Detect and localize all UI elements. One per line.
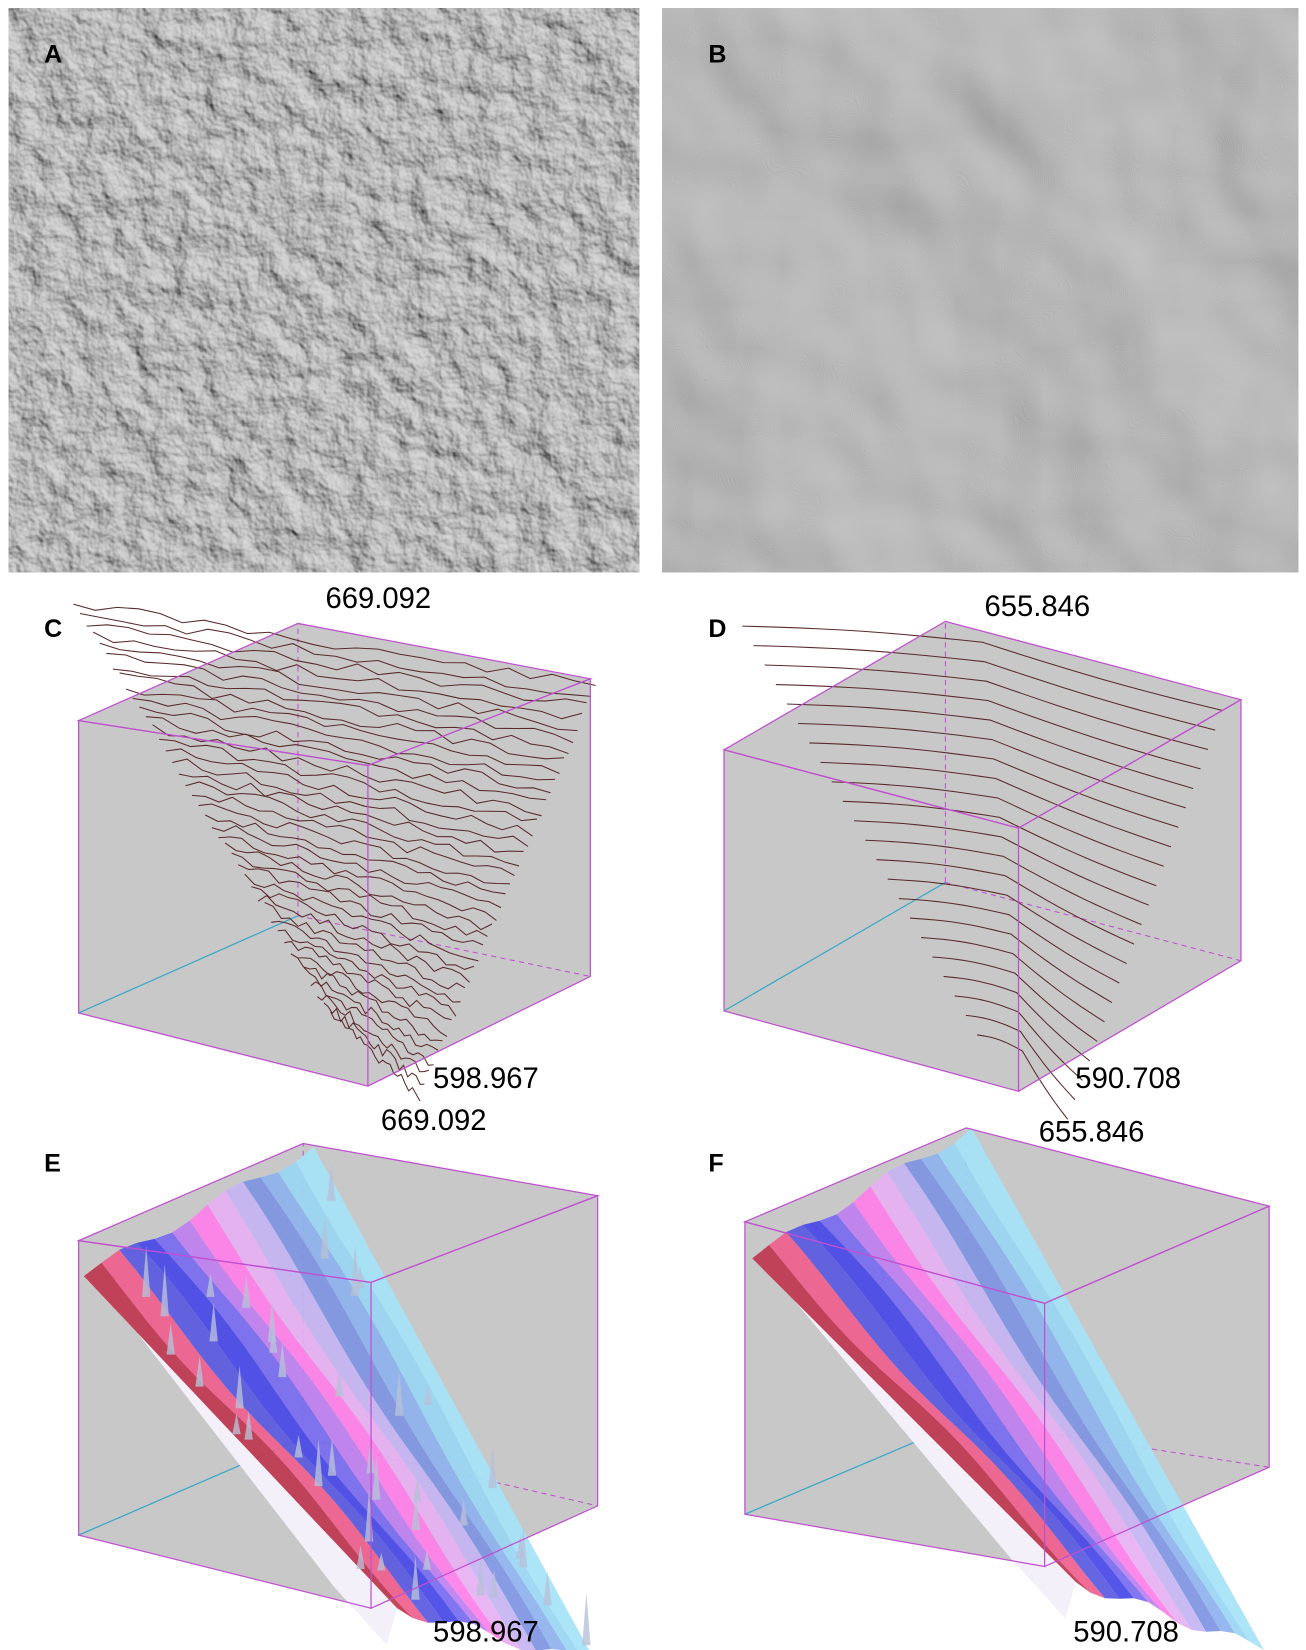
panel-label: E	[44, 1150, 61, 1178]
min-elevation: 590.708	[1075, 1063, 1181, 1095]
hillshade-a-relief	[9, 8, 640, 572]
hillshade-b-relief	[662, 8, 1298, 572]
figure: A B C D E F 669.092 598.967 655.846 590.…	[0, 0, 1306, 1650]
cube-background	[79, 623, 591, 1086]
max-elevation: 655.846	[1039, 1116, 1145, 1148]
page: A B C D E F 669.092 598.967 655.846 590.…	[0, 0, 1306, 1650]
min-elevation: 598.967	[433, 1617, 539, 1649]
cube-background	[724, 621, 1241, 1091]
max-elevation: 669.092	[326, 583, 432, 615]
spike	[582, 1593, 590, 1645]
max-elevation: 669.092	[381, 1105, 487, 1137]
min-elevation: 590.708	[1073, 1617, 1179, 1649]
min-elevation: 598.967	[433, 1063, 539, 1095]
panel-label: A	[44, 41, 62, 69]
panel-label: C	[44, 615, 62, 643]
max-elevation: 655.846	[984, 591, 1090, 623]
panel-label: D	[708, 615, 726, 643]
panel-label: B	[708, 41, 726, 69]
panel-label: F	[708, 1150, 723, 1178]
